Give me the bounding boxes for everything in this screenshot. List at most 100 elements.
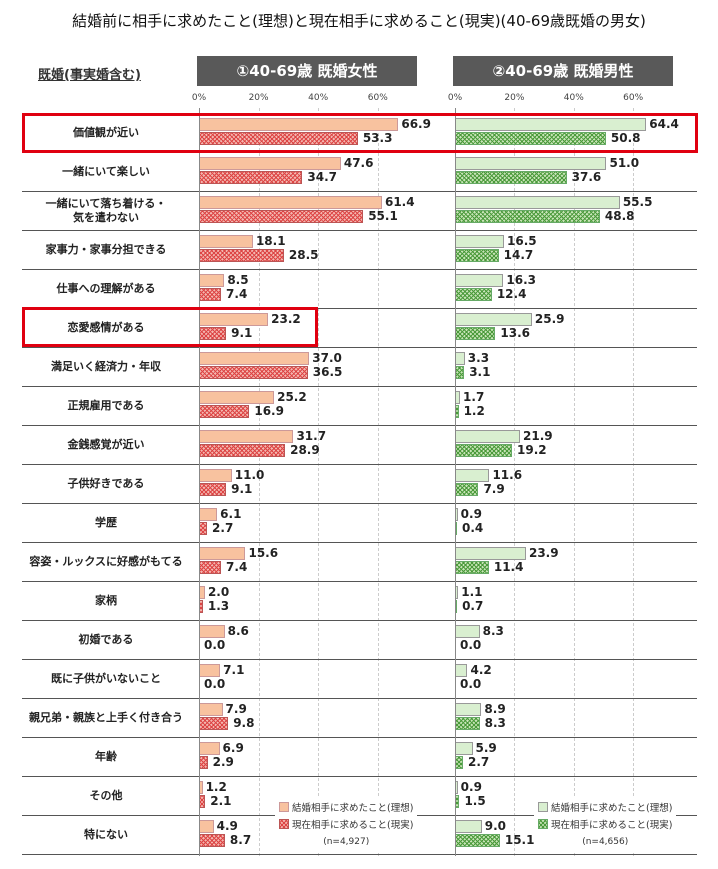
men-value-label-real: 3.1 <box>469 365 491 379</box>
men-value-label-ideal: 9.0 <box>484 819 506 833</box>
women-bar-ideal <box>199 196 382 209</box>
category-row: 学歴 <box>22 503 697 543</box>
category-row: 正規雇用である <box>22 386 697 426</box>
women-value-label-ideal: 31.7 <box>296 429 327 443</box>
category-row: 特にない <box>22 815 697 855</box>
women-value-label-real: 0.0 <box>204 638 226 652</box>
women-value-label-ideal: 25.2 <box>277 390 307 404</box>
category-row: 一緒にいて楽しい <box>22 152 697 192</box>
men-axis <box>455 108 456 856</box>
men-value-label-ideal: 8.9 <box>484 702 506 716</box>
men-bar-ideal <box>455 469 490 482</box>
women-value-label-real: 7.4 <box>226 287 248 301</box>
men-value-label-ideal: 23.9 <box>528 546 559 560</box>
category-row: 子供好きである <box>22 464 697 504</box>
women-bar-real <box>199 366 308 379</box>
men-bar-ideal <box>455 157 607 170</box>
women-value-label-ideal: 7.1 <box>223 663 245 677</box>
men-value-label-real: 37.6 <box>571 170 602 184</box>
women-bar-ideal <box>199 430 294 443</box>
men-gridline <box>573 108 575 856</box>
men-value-label-real: 0.4 <box>462 521 484 535</box>
category-label: 仕事への理解がある <box>56 281 156 295</box>
women-value-label-ideal: 23.2 <box>271 312 301 326</box>
men-value-label-real: 0.0 <box>460 638 482 652</box>
category-group-label: 既婚(事実婚含む) <box>38 68 141 83</box>
women-value-label-real: 0.0 <box>204 677 226 691</box>
women-bar-real <box>199 288 222 301</box>
men-value-label-ideal: 1.7 <box>463 390 485 404</box>
men-bar-real <box>455 327 496 340</box>
men-tick-label: 40% <box>563 93 584 103</box>
men-value-label-ideal: 3.3 <box>467 351 490 365</box>
men-value-label-real: 12.4 <box>496 287 527 301</box>
women-value-label-ideal: 47.6 <box>343 156 374 170</box>
women-value-label-ideal: 1.2 <box>205 780 227 794</box>
category-row: 容姿・ルックスに好感がもてる <box>22 542 697 582</box>
category-label: 家柄 <box>95 593 117 607</box>
men-bar-real <box>455 366 465 379</box>
women-value-label-real: 55.1 <box>368 209 398 223</box>
category-label: 容姿・ルックスに好感がもてる <box>29 554 183 568</box>
men-bar-real <box>455 210 600 223</box>
women-gridline <box>258 108 260 856</box>
women-value-label-real: 53.3 <box>362 131 393 145</box>
women-value-label-ideal: 6.1 <box>220 507 242 521</box>
category-label: 既に子供がいないこと <box>51 671 161 685</box>
category-label: 価値観が近い <box>73 125 139 139</box>
category-row: 初婚である <box>22 620 697 660</box>
category-row: 年齢 <box>22 737 697 777</box>
category-row: 恋愛感情がある <box>22 308 697 348</box>
women-bar-real <box>199 444 286 457</box>
women-bar-real <box>199 522 208 535</box>
men-tick-label: 0% <box>447 93 463 103</box>
men-tick-label: 60% <box>623 93 644 103</box>
women-bar-ideal <box>199 508 218 521</box>
men-value-label-ideal: 51.0 <box>609 156 640 170</box>
men-bar-ideal <box>455 235 504 248</box>
women-value-label-ideal: 15.6 <box>248 546 279 560</box>
women-bar-ideal <box>199 352 310 365</box>
women-bar-ideal <box>199 469 232 482</box>
men-value-label-ideal: 25.9 <box>534 312 565 326</box>
category-row: 家事力・家事分担できる <box>22 230 697 270</box>
men-bar-ideal <box>455 820 482 833</box>
women-bar-real <box>199 483 227 496</box>
category-row: 家柄 <box>22 581 697 621</box>
women-bar-ideal <box>199 157 341 170</box>
highlight-box-values <box>22 113 698 153</box>
women-value-label-real: 28.9 <box>290 443 320 457</box>
legend-item: 結婚相手に求めたこと(理想) <box>538 800 672 817</box>
men-value-label-real: 15.1 <box>504 833 535 847</box>
category-label: 親兄弟・親族と上手く付き合う <box>29 710 183 724</box>
sample-size: (n=4,656) <box>582 837 629 847</box>
men-bar-ideal <box>455 352 465 365</box>
men-value-label-real: 50.8 <box>610 131 641 145</box>
legend-swatch <box>538 819 548 829</box>
men-value-label-real: 7.9 <box>483 482 505 496</box>
legend-text: 現在相手に求めること(現実) <box>292 820 414 831</box>
category-label: 正規雇用である <box>67 398 145 412</box>
category-label: その他 <box>89 788 123 802</box>
men-bar-real <box>455 249 499 262</box>
women-bar-real <box>199 210 364 223</box>
women-value-label-real: 8.7 <box>229 833 252 847</box>
women-tick-label: 0% <box>191 93 207 103</box>
category-label: 家事力・家事分担できる <box>45 242 167 256</box>
women-bar-real <box>199 834 225 847</box>
category-row: 金銭感覚が近い <box>22 425 697 465</box>
men-value-label-real: 1.2 <box>463 404 485 418</box>
women-value-label-real: 7.4 <box>226 560 248 574</box>
women-value-label-ideal: 66.9 <box>401 117 431 131</box>
women-gridline <box>377 108 379 856</box>
men-bar-real <box>455 444 513 457</box>
women-bar-ideal <box>199 274 225 287</box>
women-value-label-real: 1.3 <box>207 599 230 613</box>
men-value-label-ideal: 0.9 <box>460 507 482 521</box>
men-value-label-ideal: 5.9 <box>475 741 497 755</box>
women-gridline <box>318 108 320 856</box>
women-bar-ideal <box>199 742 220 755</box>
panel-header-men: ②40-69歳 既婚男性 <box>453 56 673 86</box>
category-row: 満足いく経済力・年収 <box>22 347 697 387</box>
men-bar-real <box>455 288 492 301</box>
